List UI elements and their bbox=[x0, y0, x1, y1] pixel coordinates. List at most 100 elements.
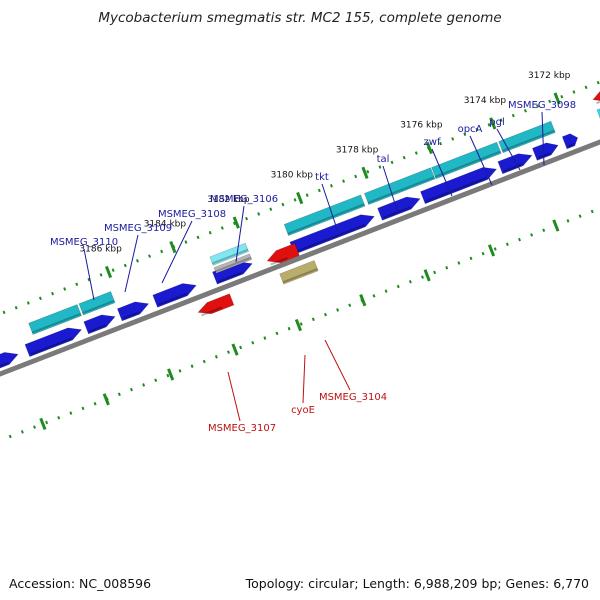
label-leader-line bbox=[321, 183, 339, 233]
forward-gene-3-shade bbox=[287, 203, 365, 235]
forward-gene-label[interactable]: MSMEG_3106 bbox=[210, 194, 278, 205]
forward-gene-6-shape[interactable] bbox=[498, 120, 556, 154]
forward-gene-label[interactable]: MSMEG_3110 bbox=[50, 237, 118, 248]
forward-cds-1[interactable] bbox=[0, 352, 19, 372]
forward-gene-4-shape[interactable] bbox=[364, 167, 436, 205]
reverse-cds-msmeg-3107-shape[interactable] bbox=[197, 293, 235, 315]
forward-gene-grey-shape[interactable] bbox=[213, 253, 253, 274]
forward-gene-2[interactable] bbox=[78, 291, 116, 316]
forward-cds-1-shade bbox=[0, 361, 9, 368]
scale-tick-4 bbox=[361, 166, 369, 179]
scale-label: 3180 kbp bbox=[271, 171, 314, 181]
forward-gene-2-shade bbox=[82, 299, 115, 315]
scale-label: 3176 kbp bbox=[400, 120, 443, 130]
forward-cds-5-shape[interactable] bbox=[152, 283, 197, 308]
forward-gene-1[interactable] bbox=[28, 304, 82, 335]
inner-major-tick-6 bbox=[294, 318, 303, 332]
forward-gene-label[interactable]: MSMEG_3098 bbox=[508, 100, 576, 111]
forward-cds-10-shade bbox=[503, 163, 523, 173]
forward-cds-4-shade bbox=[122, 311, 140, 320]
forward-gene-3[interactable] bbox=[283, 194, 366, 236]
reverse-gene-label[interactable]: cyoE bbox=[291, 405, 315, 416]
label-leader-line bbox=[469, 135, 493, 186]
forward-gene-2-shape[interactable] bbox=[78, 291, 116, 316]
reverse-cds-msmeg-3104[interactable] bbox=[266, 243, 300, 266]
forward-cds-8-shape[interactable] bbox=[377, 196, 421, 221]
reverse-cds-msmeg-3104-shape[interactable] bbox=[266, 243, 300, 264]
forward-gene-grey-shade bbox=[215, 256, 252, 273]
forward-cds-5[interactable] bbox=[152, 283, 197, 308]
inner-major-tick-4 bbox=[423, 269, 431, 282]
scale-tick-1 bbox=[553, 92, 561, 105]
forward-gene-label[interactable]: MSMEG_3108 bbox=[158, 209, 226, 220]
track-rows bbox=[0, 80, 600, 443]
forward-cds-11[interactable] bbox=[532, 142, 559, 161]
forward-gene-4-shade bbox=[367, 176, 435, 204]
inner-major-tick-8 bbox=[167, 368, 175, 381]
forward-gene-5-shade bbox=[434, 150, 501, 178]
rrna-cyoe-shade bbox=[282, 268, 318, 284]
reverse-gene-label[interactable]: MSMEG_3107 bbox=[208, 423, 276, 434]
forward-gene-5[interactable] bbox=[431, 141, 502, 180]
forward-gene-pale-shade bbox=[212, 248, 249, 265]
forward-cds-3-shape[interactable] bbox=[83, 314, 116, 335]
scale-label: 3186 kbp bbox=[79, 245, 122, 255]
reverse-gene-label[interactable]: MSMEG_3104 bbox=[319, 392, 387, 403]
forward-gene-3-shape[interactable] bbox=[283, 194, 366, 236]
forward-cds-3[interactable] bbox=[83, 314, 116, 335]
forward-cds-7-shade bbox=[295, 223, 366, 253]
label-leader-line bbox=[83, 248, 95, 301]
forward-cds-10[interactable] bbox=[497, 153, 533, 175]
forward-gene-1-shade bbox=[31, 312, 82, 334]
forward-gene-5-shape[interactable] bbox=[431, 141, 502, 180]
forward-cds-1-shape[interactable] bbox=[0, 352, 19, 372]
inner-major-tick-7 bbox=[231, 343, 239, 356]
forward-gene-label[interactable]: tkt bbox=[315, 172, 329, 183]
inner-major-tick-9 bbox=[102, 393, 110, 406]
forward-cds-11-shape[interactable] bbox=[532, 142, 559, 161]
forward-gene-pale-shape[interactable] bbox=[209, 242, 249, 266]
scale-label: 3178 kbp bbox=[336, 145, 379, 155]
label-leader-line bbox=[496, 128, 521, 171]
reverse-cds-msmeg-3107[interactable] bbox=[197, 293, 235, 317]
accession-text: Accession: NC_008596 bbox=[9, 576, 152, 591]
forward-gene-6[interactable] bbox=[498, 120, 556, 154]
forward-gene-4[interactable] bbox=[364, 167, 436, 205]
forward-cds-8-shade bbox=[383, 206, 411, 219]
scale-tick-3 bbox=[425, 141, 433, 155]
label-leader-line bbox=[227, 371, 241, 422]
forward-gene-label[interactable]: zwf bbox=[424, 137, 441, 148]
forward-cds-12-shape[interactable] bbox=[561, 133, 579, 150]
rrna-cyoe-shape[interactable] bbox=[279, 260, 319, 285]
forward-gene-edge-shape[interactable] bbox=[596, 96, 600, 119]
forward-cds-4-shape[interactable] bbox=[117, 301, 150, 322]
tick-layer: 3172 kbp 3174 kbp 3176 kbp 3178 kbp 3180 kbp… bbox=[39, 71, 571, 431]
forward-cds-8[interactable] bbox=[377, 196, 421, 221]
forward-gene-grey[interactable] bbox=[213, 253, 253, 274]
scale-tick-6 bbox=[232, 216, 240, 229]
scale-label: 3182 kbp bbox=[207, 195, 250, 205]
forward-gene-label[interactable]: tal bbox=[377, 154, 390, 165]
forward-gene-edge[interactable] bbox=[596, 96, 600, 119]
forward-gene-label[interactable]: pgl bbox=[489, 117, 504, 128]
forward-cds-12[interactable] bbox=[561, 133, 579, 150]
map-title: Mycobacterium smegmatis str. MC2 155, co… bbox=[98, 10, 502, 26]
forward-gene-label[interactable]: opcA bbox=[458, 124, 483, 135]
footer: Accession: NC_008596 Topology: circular;… bbox=[0, 574, 600, 600]
label-leader-line bbox=[302, 354, 306, 404]
forward-gene-label[interactable]: MSMEG_3109 bbox=[104, 223, 172, 234]
forward-cds-2-shade bbox=[30, 337, 73, 355]
forward-cds-3-shade bbox=[89, 324, 106, 333]
rrna-cyoe[interactable] bbox=[279, 260, 319, 285]
forward-cds-2[interactable] bbox=[24, 327, 83, 357]
forward-gene-pale[interactable] bbox=[209, 242, 249, 266]
forward-gene-1-shape[interactable] bbox=[28, 304, 82, 335]
forward-cds-2-shape[interactable] bbox=[24, 327, 83, 357]
forward-cds-9-shape[interactable] bbox=[420, 167, 498, 205]
forward-cds-10-shape[interactable] bbox=[497, 153, 533, 175]
forward-cds-9[interactable] bbox=[420, 167, 498, 205]
forward-cds-6-shade bbox=[217, 271, 243, 283]
forward-cds-4[interactable] bbox=[117, 301, 150, 322]
